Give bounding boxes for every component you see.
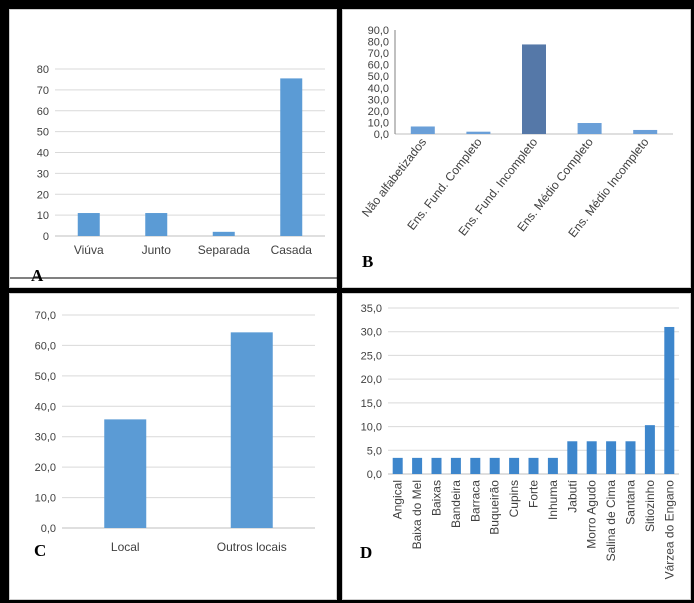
y-tick-label: 60,0	[35, 340, 56, 352]
x-category-label: Viúva	[74, 243, 104, 257]
bar-d-12	[606, 441, 617, 474]
x-category-label: Casada	[271, 243, 313, 257]
chart-panel-a: 0 10 20 30 40 50 60 70 80 Viúva Junto Separada Casad…	[9, 9, 338, 288]
y-tick-label: 80,0	[368, 37, 389, 49]
y-tick-label: 25,0	[361, 350, 382, 362]
y-tick-label: 20,0	[361, 374, 382, 386]
panel-label-a: A	[31, 266, 44, 285]
bar-a-3	[212, 231, 235, 236]
bar-b-4	[577, 123, 602, 134]
x-category-label: Várzea do Engano	[662, 480, 676, 580]
y-tick-label: 20,0	[368, 106, 389, 118]
x-category-label: Buqueirão	[488, 480, 502, 535]
y-tick-label: 20,0	[35, 462, 56, 474]
bar-c-1	[104, 419, 147, 528]
bar-d-15	[664, 326, 675, 474]
y-tick-label: 10,0	[35, 493, 56, 505]
y-tick-label: 70	[37, 85, 49, 97]
y-tick-label: 0,0	[367, 469, 382, 481]
y-tick-label: 0,0	[41, 523, 56, 535]
y-tick-label: 15,0	[361, 398, 382, 410]
x-category-label: Santana	[624, 480, 638, 525]
bar-a-1	[77, 213, 100, 236]
x-category-label: Forte	[527, 480, 541, 508]
x-category-label: Sitiozinho	[643, 480, 657, 532]
x-category-label: Inhuma	[546, 480, 560, 520]
y-tick-label: 40,0	[368, 83, 389, 95]
x-category-label: Barraca	[468, 480, 482, 522]
y-tick-label: 80	[37, 64, 49, 76]
y-tick-label: 40	[37, 148, 49, 160]
y-tick-label: 50	[37, 127, 49, 139]
chart-panel-d: 0,0 5,0 10,0 15,0 20,0 25,0 30,0 35,0 Angical Bai…	[342, 293, 691, 600]
bar-d-5	[470, 457, 481, 474]
y-tick-label: 50,0	[368, 71, 389, 83]
x-category-label: Junto	[142, 243, 172, 257]
y-tick-label: 60,0	[368, 60, 389, 72]
y-tick-label: 60	[37, 106, 49, 118]
bar-b-1	[410, 126, 435, 134]
x-category-label: Morro Agudo	[585, 480, 599, 549]
y-tick-label: 10,0	[368, 117, 389, 129]
bar-d-6	[489, 457, 500, 474]
y-tick-label: 30,0	[368, 94, 389, 106]
y-tick-label: 0	[43, 231, 49, 243]
bar-b-2	[466, 131, 491, 134]
chart-b: 0,010,020,030,040,050,060,070,080,090,0N…	[359, 25, 673, 240]
bar-d-2	[412, 457, 423, 474]
y-tick-label: 20	[37, 189, 49, 201]
bar-d-9	[547, 457, 558, 474]
bar-d-7	[509, 457, 520, 474]
bar-d-10	[567, 441, 578, 474]
y-tick-label: 70,0	[35, 310, 56, 322]
x-category-label: Local	[111, 540, 140, 554]
y-tick-label: 35,0	[361, 303, 382, 315]
y-tick-label: 90,0	[368, 25, 389, 37]
x-category-label: Separada	[198, 243, 250, 257]
x-category-label: Baixas	[430, 480, 444, 516]
y-tick-label: 70,0	[368, 48, 389, 60]
y-tick-label: 50,0	[35, 371, 56, 383]
chart-c: 0,0 10,0 20,0 30,0 40,0 50,0 60,0 70,0 Local Outr…	[35, 310, 315, 554]
y-tick-label: 5,0	[367, 445, 382, 457]
chart-panel-c: 0,0 10,0 20,0 30,0 40,0 50,0 60,0 70,0 Local Outr…	[9, 293, 337, 600]
x-category-label: Outros locais	[217, 540, 287, 554]
bar-a-2	[145, 213, 168, 236]
panel-label-d: D	[360, 543, 373, 562]
bar-a-4	[280, 78, 303, 236]
x-category-label: Angical	[391, 480, 405, 519]
y-tick-label: 10,0	[361, 422, 382, 434]
bar-d-11	[586, 441, 597, 474]
bar-d-14	[644, 425, 655, 474]
y-tick-label: 30	[37, 168, 49, 180]
x-category-label: Salina de Cima	[604, 480, 618, 562]
bar-d-3	[431, 457, 442, 474]
chart-d: 0,0 5,0 10,0 15,0 20,0 25,0 30,0 35,0 Angical Bai…	[361, 303, 679, 580]
y-tick-label: 40,0	[35, 401, 56, 413]
y-tick-label: 30,0	[361, 327, 382, 339]
bar-b-3	[522, 44, 546, 134]
chart-a: 0 10 20 30 40 50 60 70 80 Viúva Junto Separada Casad…	[10, 64, 338, 279]
x-category-label: Jabutí	[565, 479, 579, 512]
bar-d-8	[528, 457, 539, 474]
bar-d-4	[450, 457, 461, 474]
x-category-label: Cupins	[507, 480, 521, 517]
bar-c-2	[230, 332, 273, 528]
y-tick-label: 10	[37, 210, 49, 222]
x-category-label: Baixa do Mel	[410, 480, 424, 549]
bar-d-13	[625, 441, 636, 474]
x-category-label: Bandeira	[449, 480, 463, 528]
panel-label-b: B	[362, 252, 374, 271]
panel-label-c: C	[34, 541, 47, 560]
bar-b-5	[633, 129, 658, 134]
y-tick-label: 0,0	[374, 129, 389, 141]
chart-panel-b: 0,0 10,0 20,0 30,0 40,0 50,0 60,0 70,0 80,0 90,0 N…	[342, 9, 691, 288]
bar-d-1	[392, 457, 403, 474]
y-tick-label: 30,0	[35, 432, 56, 444]
